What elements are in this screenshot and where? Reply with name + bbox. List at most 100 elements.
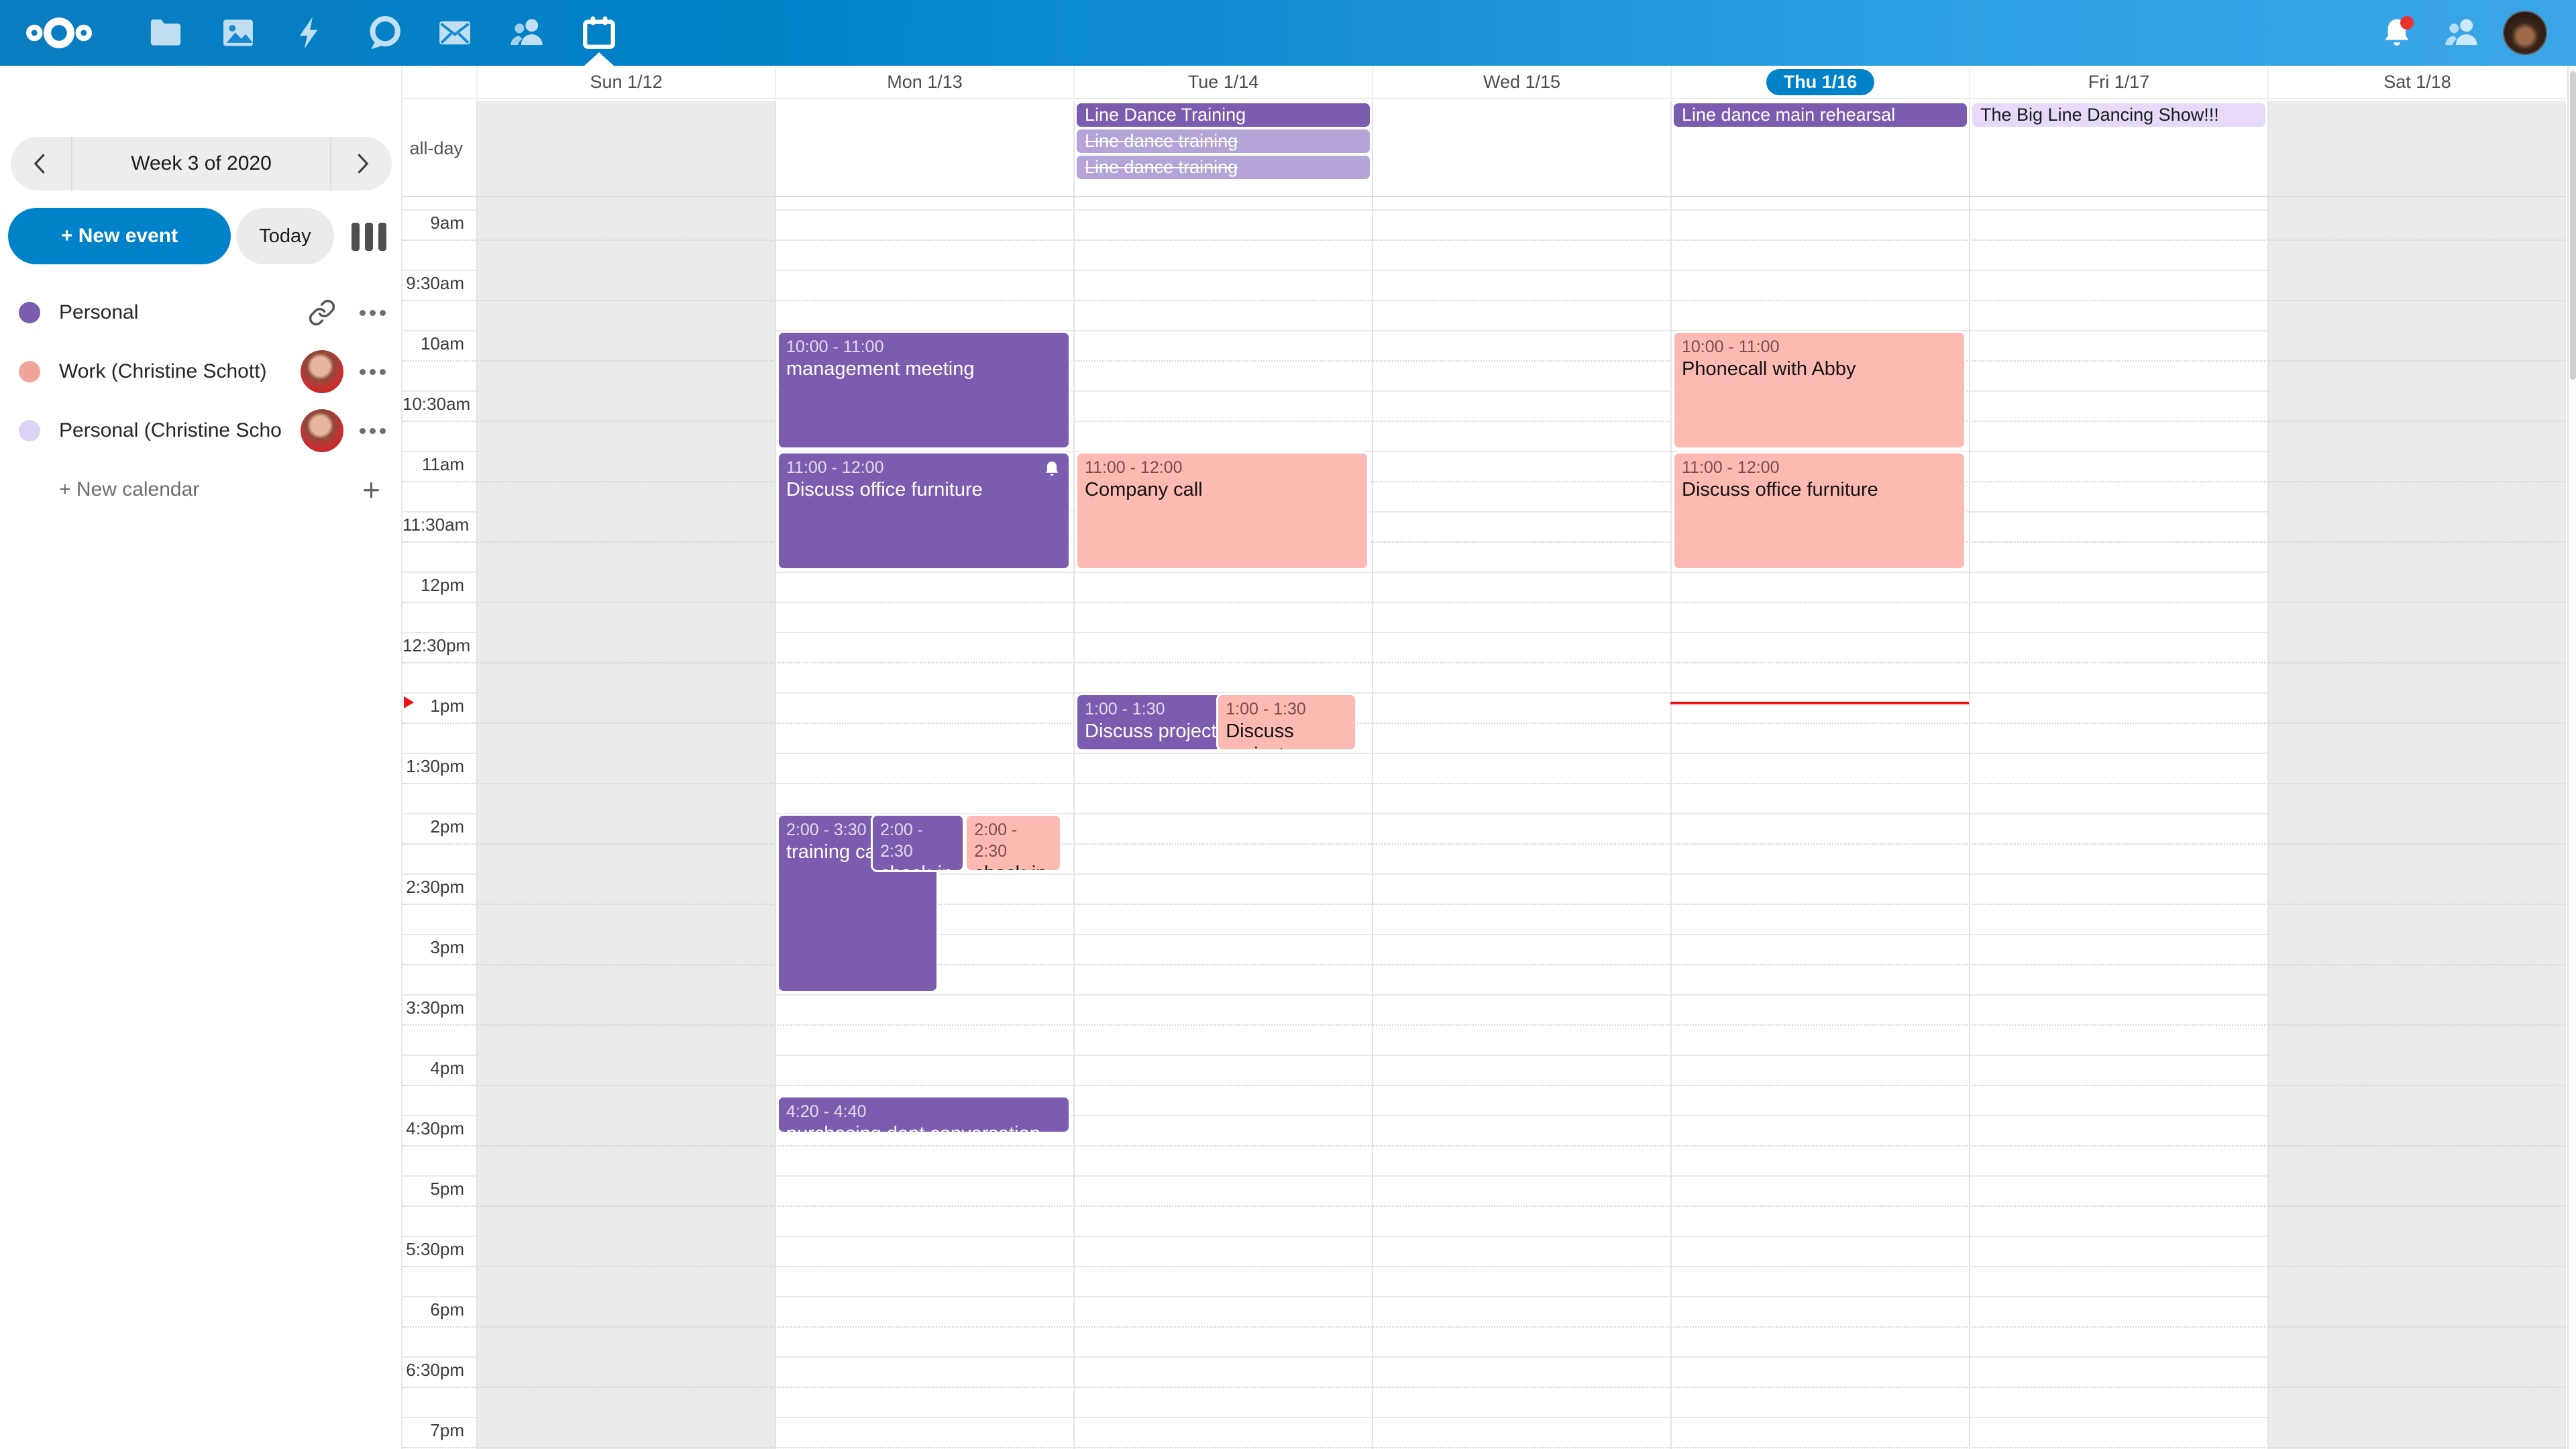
event[interactable]: 1:00 - 1:30 Discuss project announcement bbox=[1216, 693, 1358, 751]
all-day-event[interactable]: The Big Line Dancing Show!!! bbox=[1972, 103, 2265, 127]
calendar-week-view: Sun 1/12 Mon 1/13 Tue 1/14 Wed 1/15 Thu 1/16… bbox=[402, 66, 2566, 1449]
chevron-right-icon bbox=[358, 154, 369, 174]
quarter-slot-line bbox=[402, 843, 2566, 845]
new-calendar-button[interactable]: + New calendar + bbox=[0, 460, 402, 519]
app-mail-icon[interactable] bbox=[421, 0, 488, 66]
week-navigator: Week 3 of 2020 bbox=[11, 137, 392, 191]
notifications-bell-icon[interactable] bbox=[2373, 0, 2420, 66]
all-day-cell[interactable] bbox=[775, 101, 1073, 196]
calendar-actions-menu-icon[interactable] bbox=[357, 427, 388, 434]
event-title: Discuss project announcement bbox=[1226, 720, 1294, 749]
event[interactable]: 10:00 - 11:00 management meeting bbox=[777, 331, 1071, 449]
today-button[interactable]: Today bbox=[236, 208, 334, 264]
event[interactable]: 11:00 - 12:00 Company call bbox=[1075, 451, 1369, 570]
app-activity-icon[interactable] bbox=[277, 0, 344, 66]
calendar-actions-menu-icon[interactable] bbox=[357, 309, 388, 316]
plus-icon: + bbox=[362, 472, 380, 507]
time-grid[interactable]: 9am 9:30am 10am 10:30am 11am 11:30am 12pm 12:30… bbox=[402, 197, 2566, 1449]
event[interactable]: 4:20 - 4:40 purchasing dept conversation bbox=[777, 1095, 1071, 1134]
time-label: 11am bbox=[421, 454, 464, 474]
event[interactable]: 11:00 - 12:00 Discuss office furniture bbox=[1672, 451, 1966, 570]
new-event-button[interactable]: + New event bbox=[8, 208, 231, 264]
app-photos-icon[interactable] bbox=[205, 0, 272, 66]
quarter-slot-line bbox=[402, 1205, 2566, 1207]
calendar-color-dot bbox=[19, 420, 40, 441]
time-label: 9am bbox=[430, 213, 464, 233]
scrollbar-thumb[interactable] bbox=[2570, 71, 2576, 380]
calendar-name: Personal (Christine Scho… bbox=[59, 419, 282, 441]
calendar-actions-menu-icon[interactable] bbox=[357, 368, 388, 375]
slot-line bbox=[402, 934, 2566, 935]
quarter-slot-line bbox=[402, 964, 2566, 965]
app-nextcloud-logo-icon[interactable] bbox=[25, 0, 93, 66]
time-label: 2pm bbox=[430, 816, 464, 837]
week-label[interactable]: Week 3 of 2020 bbox=[131, 152, 272, 174]
event-time: 2:00 - 3:30 bbox=[786, 820, 867, 839]
time-label: 2:30pm bbox=[406, 877, 464, 897]
time-label: 12:30pm bbox=[402, 635, 471, 655]
column-border bbox=[1073, 197, 1075, 1449]
app-files-icon[interactable] bbox=[132, 0, 199, 66]
day-header-sat[interactable]: Sat 1/18 bbox=[2267, 66, 2566, 98]
time-label: 9:30am bbox=[406, 273, 464, 293]
all-day-cell[interactable] bbox=[2267, 101, 2566, 196]
quarter-slot-line bbox=[402, 1326, 2566, 1328]
weekend-column-background bbox=[476, 197, 775, 1449]
weekend-column-background bbox=[2267, 197, 2566, 1449]
all-day-event[interactable]: Line Dance Training bbox=[1077, 103, 1370, 127]
column-border bbox=[476, 197, 478, 1449]
event[interactable]: 2:00 - 2:30check-in bbox=[965, 814, 1062, 872]
day-header-tue[interactable]: Tue 1/14 bbox=[1073, 66, 1372, 98]
event[interactable]: 11:00 - 12:00 Discuss office furniture bbox=[777, 451, 1071, 570]
event-title: check-in bbox=[974, 862, 1053, 870]
calendar-list-item-2[interactable]: Work (Christine Schott) bbox=[0, 342, 402, 401]
all-day-cell[interactable]: The Big Line Dancing Show!!! bbox=[1969, 101, 2267, 196]
all-day-event[interactable]: Line dance main rehearsal bbox=[1674, 103, 1967, 127]
avatar bbox=[301, 350, 343, 393]
column-border bbox=[775, 197, 776, 1449]
all-day-cell[interactable]: Line dance main rehearsal bbox=[1670, 101, 1969, 196]
quarter-slot-line bbox=[402, 1266, 2566, 1267]
avatar bbox=[301, 409, 343, 452]
slot-line bbox=[402, 572, 2566, 573]
previous-week-button[interactable] bbox=[11, 137, 72, 191]
event[interactable]: 2:00 - 2:30check-in bbox=[871, 814, 965, 872]
app-contacts-icon[interactable] bbox=[493, 0, 560, 66]
day-header-label: Thu 1/16 bbox=[1766, 68, 1875, 95]
view-switch-icon[interactable] bbox=[352, 223, 386, 251]
slot-line bbox=[402, 1236, 2566, 1237]
contacts-menu-icon[interactable] bbox=[2438, 0, 2485, 66]
all-day-cell[interactable] bbox=[476, 101, 775, 196]
slot-line bbox=[402, 1055, 2566, 1056]
event[interactable]: 10:00 - 11:00 Phonecall with Abby bbox=[1672, 331, 1966, 449]
day-header-thu[interactable]: Thu 1/16 bbox=[1670, 66, 1969, 98]
app-talk-icon[interactable] bbox=[351, 0, 418, 66]
next-week-button[interactable] bbox=[330, 137, 392, 191]
all-day-event[interactable]: Line dance training bbox=[1077, 129, 1370, 153]
all-day-event[interactable]: Line dance training bbox=[1077, 156, 1370, 179]
day-header-sun[interactable]: Sun 1/12 bbox=[476, 66, 775, 98]
day-header-label: Sun 1/12 bbox=[590, 71, 663, 92]
event-title: check-in bbox=[880, 862, 955, 870]
day-header-mon[interactable]: Mon 1/13 bbox=[775, 66, 1073, 98]
calendar-list-item-1[interactable]: Personal bbox=[0, 283, 402, 342]
app-calendar-icon[interactable] bbox=[566, 0, 633, 66]
new-calendar-label: + New calendar bbox=[59, 478, 200, 500]
day-header-fri[interactable]: Fri 1/17 bbox=[1969, 66, 2267, 98]
all-day-cell[interactable]: Line Dance Training Line dance training Li… bbox=[1073, 101, 1372, 196]
share-link-icon[interactable] bbox=[299, 290, 345, 335]
event-time: 10:00 - 11:00 bbox=[786, 337, 884, 356]
all-day-cell[interactable] bbox=[1372, 101, 1670, 196]
event-title: Discuss office furniture bbox=[786, 479, 983, 500]
event[interactable]: 1:00 - 1:30 Discuss project announcement bbox=[1075, 693, 1222, 751]
day-header-wed[interactable]: Wed 1/15 bbox=[1372, 66, 1670, 98]
calendar-list-item-3[interactable]: Personal (Christine Scho… bbox=[0, 401, 402, 460]
event-time: 2:00 - 2:30 bbox=[880, 820, 924, 861]
calendar-list: Personal Work (Christine Schott) Personal … bbox=[0, 283, 402, 519]
vertical-scrollbar[interactable] bbox=[2567, 66, 2576, 1449]
event-time: 2:00 - 2:30 bbox=[974, 820, 1018, 861]
user-avatar[interactable] bbox=[2503, 11, 2547, 55]
event-title: Company call bbox=[1085, 479, 1203, 500]
time-label: 1:30pm bbox=[406, 756, 464, 776]
